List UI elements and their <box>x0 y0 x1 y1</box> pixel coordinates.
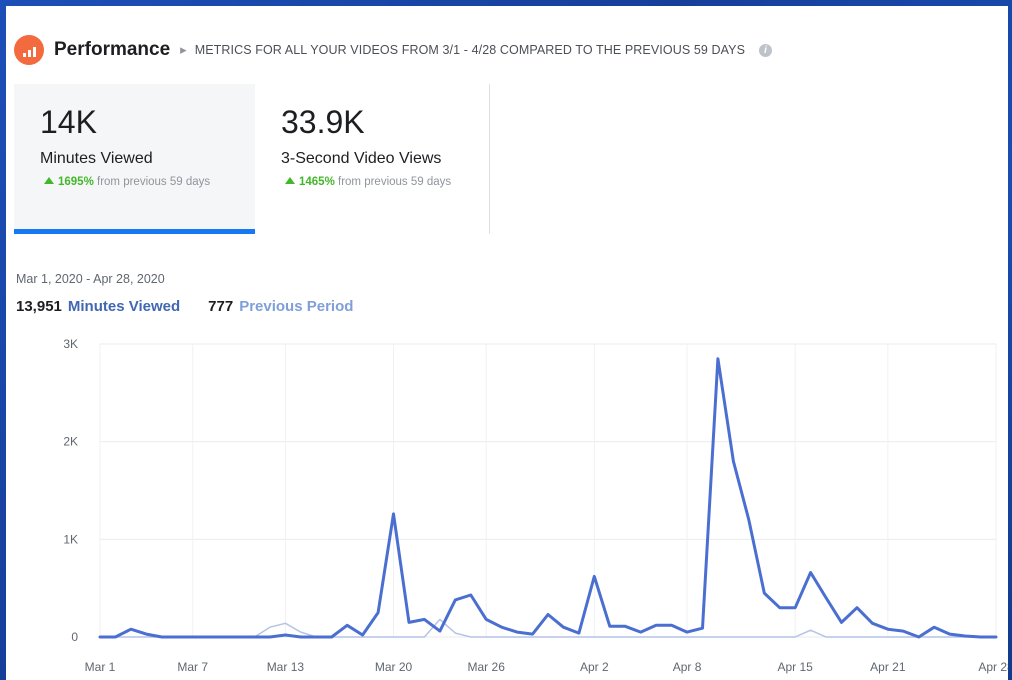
page-title[interactable]: Performance <box>54 39 171 60</box>
y-tick-label: 1K <box>63 532 78 546</box>
metric-change-percent: 1465% <box>299 176 335 188</box>
x-tick-label: Mar 26 <box>468 660 506 674</box>
date-range-label: Mar 1, 2020 - Apr 28, 2020 <box>16 272 165 286</box>
y-tick-label: 2K <box>63 435 78 449</box>
metric-change-text: from previous 59 days <box>97 176 211 188</box>
metric-change: 1465% from previous 59 days <box>281 172 471 193</box>
metric-change-text: from previous 59 days <box>338 176 452 188</box>
x-tick-label: Mar 20 <box>375 660 413 674</box>
y-tick-label: 0 <box>71 630 78 644</box>
legend-current-label[interactable]: Minutes Viewed <box>67 298 181 315</box>
chevron-right-icon: ▸ <box>180 42 187 57</box>
x-tick-label: Apr 28 <box>978 660 1008 674</box>
page-subtitle: METRICS FOR ALL YOUR VIDEOS FROM 3/1 - 4… <box>194 43 746 57</box>
up-arrow-icon <box>285 177 295 184</box>
series-line-minutes-viewed <box>98 357 998 639</box>
up-arrow-icon <box>44 177 54 184</box>
legend-previous-label[interactable]: Previous Period <box>239 298 354 315</box>
x-tick-label: Mar 13 <box>267 660 305 674</box>
metric-card-minutes-viewed[interactable]: 14K Minutes Viewed 1695% from previous 5… <box>14 84 255 234</box>
chart-legend: 13,951 Minutes Viewed 777 Previous Period <box>16 298 353 315</box>
y-tick-label: 3K <box>63 337 78 351</box>
performance-panel: Performance ▸ METRICS FOR ALL YOUR VIDEO… <box>6 6 1008 680</box>
metric-label: Minutes Viewed <box>40 150 153 167</box>
x-tick-label: Apr 21 <box>870 660 906 674</box>
series-line-previous-period <box>99 618 997 638</box>
performance-bar-chart-icon <box>14 35 44 65</box>
x-tick-label: Apr 2 <box>580 660 609 674</box>
metric-value: 14K <box>40 104 97 140</box>
metric-card-3-second-views[interactable]: 33.9K 3-Second Video Views 1465% from pr… <box>255 84 490 234</box>
x-tick-label: Mar 1 <box>85 660 116 674</box>
minutes-viewed-line-chart: 0 1K 2K 3K Mar 1 Mar 7 Mar 13 Mar 20 Mar 26 Apr 2… <box>63 337 1008 674</box>
info-icon[interactable]: i <box>759 43 773 57</box>
metric-label: 3-Second Video Views <box>281 150 442 167</box>
performance-header: Performance ▸ METRICS FOR ALL YOUR VIDEO… <box>14 32 773 68</box>
x-tick-label: Mar 7 <box>177 660 208 674</box>
metric-change-percent: 1695% <box>58 176 94 188</box>
current-total: 13,951 <box>16 298 62 315</box>
metric-value: 33.9K <box>281 104 365 140</box>
x-tick-label: Apr 15 <box>777 660 813 674</box>
x-tick-label: Apr 8 <box>673 660 702 674</box>
previous-total: 777 <box>208 298 234 315</box>
metric-change: 1695% from previous 59 days <box>40 172 230 193</box>
